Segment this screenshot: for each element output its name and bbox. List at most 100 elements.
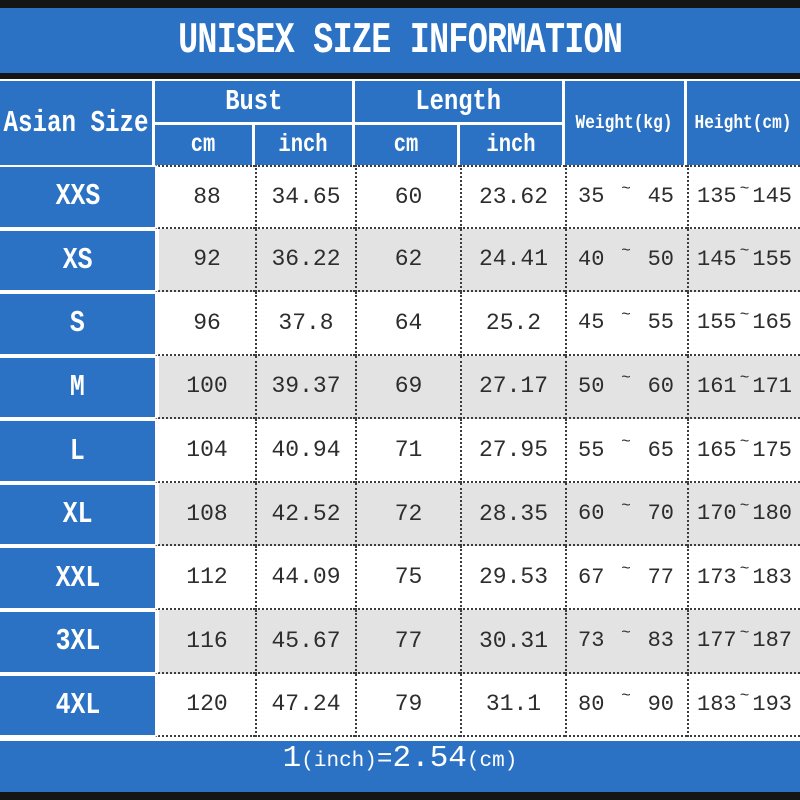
length-cm-cell: 77 (355, 609, 460, 674)
height-min-value: 135 (697, 184, 737, 210)
bust-cm-value: 112 (186, 564, 228, 591)
bust-cm-value: 104 (186, 437, 228, 464)
size-label-cell: XXL (0, 548, 155, 608)
col-subheader-bust-cm: cm (155, 124, 252, 165)
weight-min-value: 40 (578, 246, 605, 272)
length-inch-cell: 25.2 (460, 292, 565, 356)
length-inch-value: 27.95 (478, 437, 548, 464)
height-range-cell: 183 ~ 193 (687, 673, 800, 738)
bust-inch-cell: 45.67 (255, 609, 355, 674)
height-min-value: 161 (697, 373, 737, 399)
bust-inch-value: 39.37 (271, 373, 341, 400)
col-subheader-length-cm-label: cm (393, 130, 419, 160)
bust-cm-cell: 100 (155, 355, 255, 420)
table-row: L 104 40.94 71 27.95 55 ~ 65 165 ~ 1 (0, 419, 800, 483)
range-tilde: ~ (739, 433, 750, 452)
col-subheader-bust-inch: inch (255, 124, 352, 165)
title-bar: UNISEX SIZE INFORMATION (0, 8, 800, 73)
col-subheader-length-inch: inch (460, 124, 562, 165)
col-group-length: Length (355, 81, 562, 122)
height-range-cell: 135 ~ 145 (687, 165, 800, 229)
header-divider (0, 73, 800, 79)
bust-cm-value: 108 (186, 500, 228, 527)
size-label-cell: XS (0, 230, 155, 291)
range-tilde: ~ (739, 305, 750, 324)
weight-range-cell: 73 ~ 83 (565, 609, 687, 674)
bust-inch-value: 47.24 (271, 691, 341, 718)
size-label-cell: M (0, 357, 155, 418)
length-cm-value: 77 (394, 627, 423, 654)
length-inch-value: 28.35 (478, 500, 548, 527)
bust-cm-value: 116 (186, 627, 228, 654)
table-row: S 96 37.8 64 25.2 45 ~ 55 155 ~ 165 (0, 292, 800, 356)
weight-max-value: 83 (647, 628, 674, 654)
size-table-header: Asian Size Bust Length Weight(kg) Height… (0, 79, 800, 165)
length-cm-cell: 69 (355, 355, 460, 420)
height-min-value: 177 (697, 628, 737, 654)
height-max-value: 175 (752, 437, 792, 463)
height-max-value: 165 (752, 310, 792, 336)
table-row: XL 108 42.52 72 28.35 60 ~ 70 170 ~ (0, 482, 800, 547)
range-tilde: ~ (739, 560, 750, 579)
range-tilde: ~ (739, 369, 750, 388)
weight-min-value: 67 (578, 564, 605, 590)
col-subheader-bust-inch-label: inch (278, 130, 329, 160)
weight-max-value: 50 (647, 246, 674, 272)
weight-min-value: 73 (578, 628, 605, 654)
length-inch-value: 24.41 (478, 246, 548, 273)
bust-inch-cell: 37.8 (255, 292, 355, 356)
top-border-bar (0, 0, 800, 8)
length-cm-cell: 62 (355, 228, 460, 293)
length-inch-cell: 30.31 (460, 609, 565, 674)
col-header-weight-label: Weight(kg) (576, 112, 673, 134)
size-label: XS (62, 242, 93, 278)
range-tilde: ~ (739, 496, 750, 515)
length-inch-value: 29.53 (478, 564, 548, 591)
bottom-border-bar (0, 792, 800, 800)
length-cm-cell: 79 (355, 673, 460, 738)
bust-cm-cell: 96 (155, 292, 255, 356)
height-min-value: 173 (697, 564, 737, 590)
bust-cm-value: 96 (193, 309, 221, 336)
col-group-bust: Bust (155, 81, 352, 122)
weight-max-value: 60 (647, 373, 674, 399)
weight-min-value: 35 (578, 184, 605, 210)
bust-cm-cell: 92 (155, 228, 255, 293)
range-tilde: ~ (739, 242, 750, 261)
range-tilde: ~ (621, 369, 631, 388)
size-label-cell: S (0, 294, 155, 354)
bust-inch-cell: 44.09 (255, 546, 355, 610)
weight-range-cell: 80 ~ 90 (565, 673, 687, 738)
size-label-cell: XL (0, 484, 155, 545)
height-min-value: 155 (697, 310, 737, 336)
conversion-inch-value: 1 (282, 741, 302, 776)
conversion-cm-unit: (cm) (466, 750, 518, 773)
range-tilde: ~ (621, 496, 631, 515)
size-label-cell: 3XL (0, 611, 155, 672)
weight-max-value: 45 (647, 184, 674, 210)
bust-cm-value: 88 (193, 183, 221, 210)
col-group-bust-label: Bust (224, 84, 283, 118)
length-inch-cell: 28.35 (460, 482, 565, 547)
length-cm-value: 71 (394, 437, 423, 464)
range-tilde: ~ (739, 179, 750, 198)
length-cm-value: 72 (394, 500, 423, 527)
bust-inch-value: 42.52 (271, 500, 341, 527)
length-inch-cell: 29.53 (460, 546, 565, 610)
weight-range-cell: 40 ~ 50 (565, 228, 687, 293)
length-cm-value: 69 (394, 373, 423, 400)
height-min-value: 165 (697, 437, 737, 463)
size-label: S (70, 306, 85, 342)
length-inch-value: 27.17 (478, 373, 548, 400)
length-cm-value: 79 (394, 691, 423, 718)
bust-cm-cell: 120 (155, 673, 255, 738)
conversion-inch-unit: (inch) (301, 750, 377, 773)
table-row: 4XL 120 47.24 79 31.1 80 ~ 90 183 ~ (0, 673, 800, 738)
col-header-weight: Weight(kg) (565, 81, 684, 165)
height-max-value: 183 (752, 564, 792, 590)
height-max-value: 180 (752, 501, 792, 527)
bust-inch-value: 40.94 (271, 437, 341, 464)
size-label: L (70, 433, 85, 469)
weight-range-cell: 67 ~ 77 (565, 546, 687, 610)
length-cm-cell: 71 (355, 419, 460, 483)
